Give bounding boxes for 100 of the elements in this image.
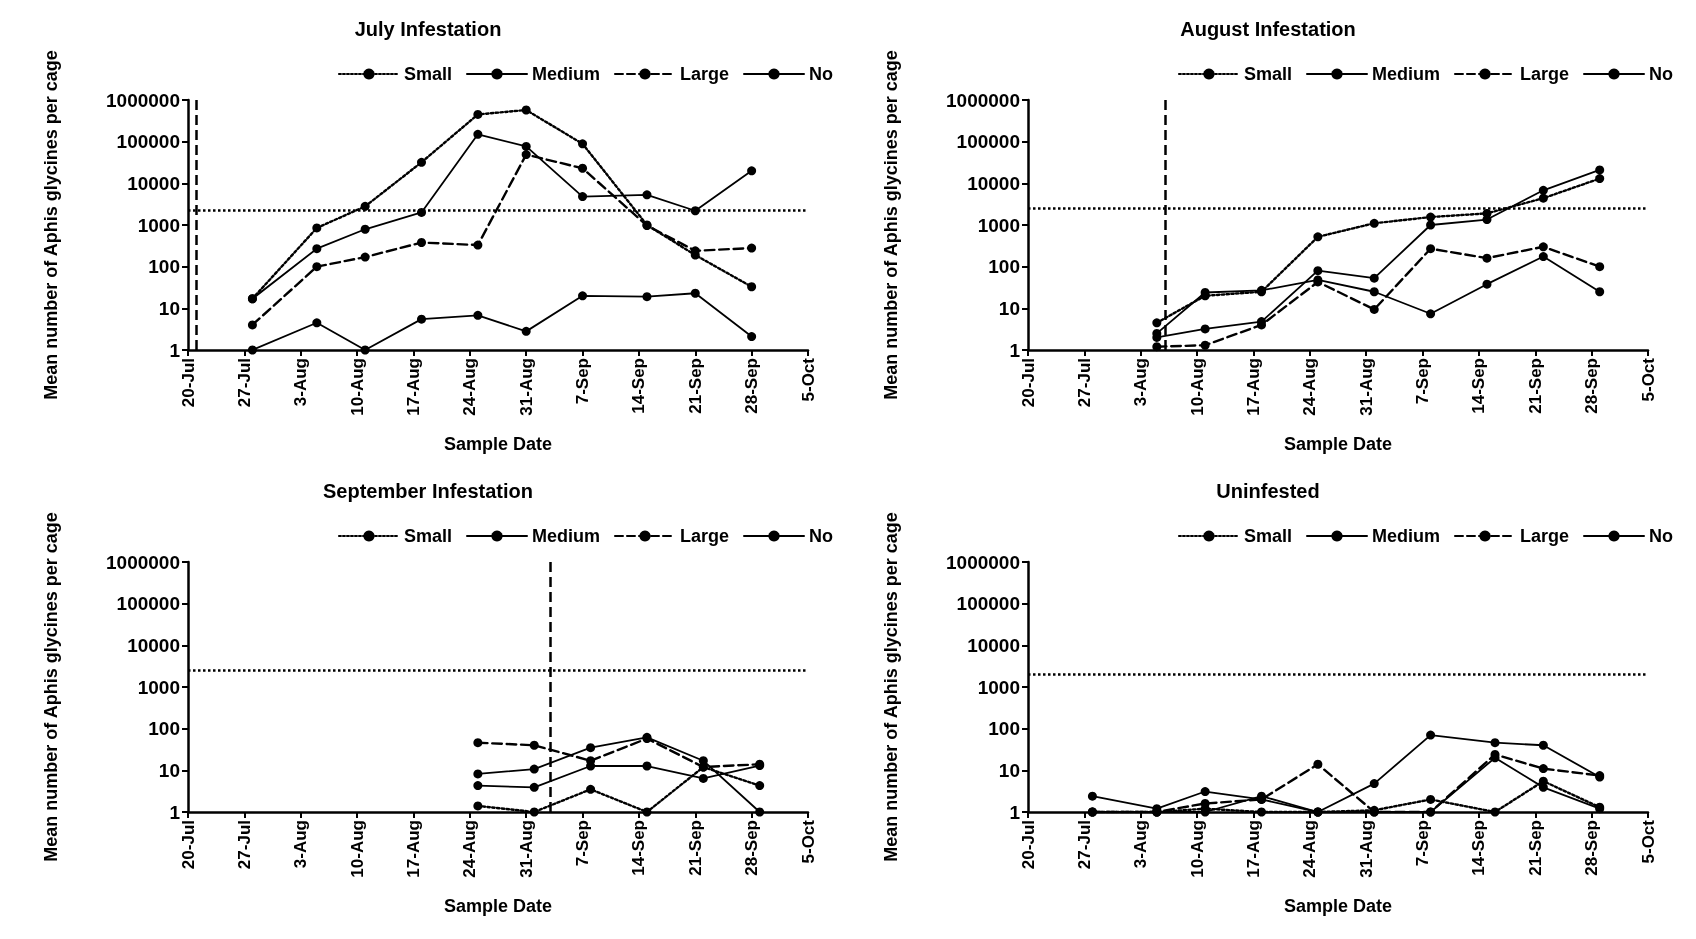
legend-label: Large [1519,526,1570,546]
x-tick-label: 31-Aug [516,820,536,878]
chart-title: September Infestation [322,480,534,502]
legend-label: Small [1243,64,1292,84]
x-tick-label: 20-Jul [1018,820,1038,870]
x-tick-label: 28-Sep [742,358,762,414]
legend-label: Medium [1371,64,1440,84]
x-tick-label: 21-Sep [1525,358,1545,414]
x-tick-label: 17-Aug [1243,358,1263,416]
x-tick-label: 3-Aug [291,820,311,869]
y-axis-title: Mean number of Aphis glycines per cage [881,50,901,400]
y-tick-label: 1000 [137,214,180,236]
x-tick-label: 24-Aug [460,820,480,878]
y-axis-title: Mean number of Aphis glycines per cage [881,512,901,862]
legend-label: No [1649,526,1674,546]
x-tick-label: 3-Aug [291,358,311,407]
y-tick-label: 1000 [977,676,1020,698]
legend-label: No [809,526,834,546]
x-axis-title: Sample Date [443,434,553,454]
x-tick-label: 7-Sep [1413,358,1433,405]
y-tick-label: 10 [158,759,180,781]
x-tick-label: 28-Sep [1582,820,1602,876]
x-axis-title: Sample Date [1283,896,1393,916]
x-tick-label: 24-Aug [460,358,480,416]
x-tick-label: 10-Aug [347,358,367,416]
x-tick-label: 20-Jul [178,820,198,870]
x-tick-label: 7-Sep [573,358,593,405]
chart-title: August Infestation [1180,18,1356,40]
y-tick-label: 1 [169,801,181,823]
y-tick-label: 1000000 [946,551,1020,573]
x-tick-label: 17-Aug [1243,820,1263,878]
x-tick-label: 10-Aug [347,820,367,878]
x-tick-label: 17-Aug [403,358,423,416]
legend-label: Large [679,64,730,84]
x-tick-label: 27-Jul [234,820,254,870]
x-tick-label: 5-Oct [798,819,818,864]
y-tick-label: 100 [148,718,180,740]
y-tick-label: 1000 [977,214,1020,236]
x-tick-label: 28-Sep [1582,358,1602,414]
x-tick-label: 14-Sep [1469,820,1489,876]
x-tick-label: 24-Aug [1300,358,1320,416]
y-axis-title: Mean number of Aphis glycines per cage [41,512,61,862]
legend-label: Large [1519,64,1570,84]
y-tick-label: 10000 [127,172,180,194]
x-tick-label: 7-Sep [573,820,593,867]
x-tick-label: 17-Aug [403,820,423,878]
y-tick-label: 1 [1009,339,1021,361]
y-tick-label: 100 [988,718,1020,740]
x-tick-label: 10-Aug [1187,820,1207,878]
y-tick-label: 1 [1009,801,1021,823]
y-tick-label: 100 [148,256,180,278]
x-axis-title: Sample Date [1283,434,1393,454]
x-tick-label: 27-Jul [1074,820,1094,870]
y-tick-label: 1000000 [106,551,180,573]
y-tick-label: 10000 [967,172,1020,194]
y-tick-label: 100000 [956,131,1020,153]
x-tick-label: 31-Aug [1356,358,1376,416]
y-tick-label: 1 [169,339,181,361]
y-tick-label: 1000000 [106,89,180,111]
chart-title: July Infestation [354,18,502,40]
x-tick-label: 5-Oct [798,357,818,402]
x-tick-label: 14-Sep [629,820,649,876]
x-tick-label: 20-Jul [178,358,198,408]
legend-label: Large [679,526,730,546]
y-tick-label: 100 [988,256,1020,278]
legend-label: No [809,64,834,84]
y-tick-label: 100000 [116,593,180,615]
x-tick-label: 10-Aug [1187,358,1207,416]
x-tick-label: 21-Sep [685,358,705,414]
legend-label: Small [1243,526,1292,546]
y-tick-label: 100000 [956,593,1020,615]
x-tick-label: 14-Sep [629,358,649,414]
x-axis-title: Sample Date [443,896,553,916]
x-tick-label: 27-Jul [1074,358,1094,408]
legend-label: Medium [531,64,600,84]
legend-label: Medium [531,526,600,546]
x-tick-label: 31-Aug [516,358,536,416]
x-tick-label: 14-Sep [1469,358,1489,414]
x-tick-label: 24-Aug [1300,820,1320,878]
x-tick-label: 21-Sep [685,820,705,876]
x-tick-label: 28-Sep [742,820,762,876]
x-tick-label: 7-Sep [1413,820,1433,867]
x-tick-label: 3-Aug [1131,358,1151,407]
y-tick-label: 10 [998,297,1020,319]
y-tick-label: 10 [998,759,1020,781]
y-tick-label: 100000 [116,131,180,153]
x-tick-label: 20-Jul [1018,358,1038,408]
chart-title: Uninfested [1216,480,1320,502]
x-tick-label: 31-Aug [1356,820,1376,878]
legend-label: Small [403,64,452,84]
y-axis-title: Mean number of Aphis glycines per cage [41,50,61,400]
legend-label: Medium [1371,526,1440,546]
y-tick-label: 1000 [137,676,180,698]
y-tick-label: 10000 [127,634,180,656]
x-tick-label: 21-Sep [1525,820,1545,876]
y-tick-label: 1000000 [946,89,1020,111]
x-tick-label: 27-Jul [234,358,254,408]
y-tick-label: 10 [158,297,180,319]
x-tick-label: 5-Oct [1638,819,1658,864]
x-tick-label: 3-Aug [1131,820,1151,869]
